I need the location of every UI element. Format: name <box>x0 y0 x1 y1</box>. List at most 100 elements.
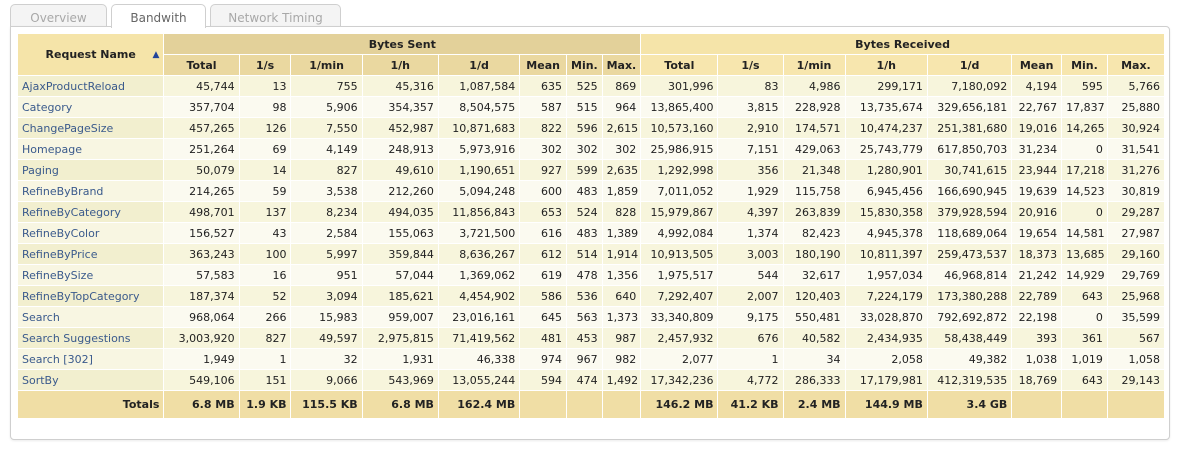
request-name-header[interactable]: Request Name ▲ <box>16 33 165 76</box>
received-total-cell: 3.4 GB <box>926 390 1013 419</box>
sent-col-header[interactable]: Mean <box>519 54 567 76</box>
sent-total-cell: 6.8 MB <box>361 390 439 419</box>
received-cell: 4,986 <box>782 75 846 97</box>
received-cell: 29,769 <box>1106 264 1166 286</box>
sent-cell: 498,701 <box>163 201 240 223</box>
sent-cell: 212,260 <box>361 180 439 202</box>
sent-col-header[interactable]: 1/h <box>361 54 439 76</box>
received-cell: 30,819 <box>1106 180 1166 202</box>
request-name-link[interactable]: RefineByPrice <box>16 243 165 265</box>
table-row: Search 968,064 266 15,983 959,007 23,016,161 6… <box>16 306 1166 328</box>
received-cell: 9,175 <box>717 306 784 328</box>
sent-col-header[interactable]: Total <box>163 54 240 76</box>
sent-col-header[interactable]: 1/min <box>290 54 363 76</box>
request-name-link[interactable]: RefineByCategory <box>16 201 165 223</box>
received-cell: 10,811,397 <box>844 243 928 265</box>
request-name-link[interactable]: RefineByColor <box>16 222 165 244</box>
sent-col-header[interactable]: Min. <box>566 54 603 76</box>
request-name-link[interactable]: Search <box>16 306 165 328</box>
sent-cell: 59 <box>238 180 292 202</box>
request-name-link[interactable]: RefineByBrand <box>16 180 165 202</box>
received-col-header[interactable]: 1/s <box>717 54 784 76</box>
table-row: ChangePageSize 457,265 126 7,550 452,987 10,8… <box>16 117 1166 139</box>
sent-cell: 987 <box>601 327 642 349</box>
sent-cell: 478 <box>566 264 603 286</box>
received-cell: 19,016 <box>1011 117 1063 139</box>
received-cell: 5,766 <box>1106 75 1166 97</box>
request-name-link[interactable]: Search [302] <box>16 348 165 370</box>
sent-cell: 3,721,500 <box>437 222 521 244</box>
received-col-header[interactable]: Max. <box>1106 54 1166 76</box>
sent-total-cell <box>601 390 642 419</box>
received-cell: 32,617 <box>782 264 846 286</box>
sent-cell: 2,975,815 <box>361 327 439 349</box>
sent-cell: 359,844 <box>361 243 439 265</box>
received-col-header[interactable]: 1/h <box>844 54 928 76</box>
sent-cell: 453 <box>566 327 603 349</box>
sent-cell: 8,234 <box>290 201 363 223</box>
sent-cell: 43 <box>238 222 292 244</box>
received-cell: 4,945,378 <box>844 222 928 244</box>
received-cell: 21,242 <box>1011 264 1063 286</box>
received-cell: 1,292,998 <box>640 159 719 181</box>
received-cell: 7,292,407 <box>640 285 719 307</box>
sent-cell: 3,538 <box>290 180 363 202</box>
received-cell: 4,397 <box>717 201 784 223</box>
sent-cell: 46,338 <box>437 348 521 370</box>
received-cell: 0 <box>1061 306 1108 328</box>
sent-cell: 2,635 <box>601 159 642 181</box>
received-col-header[interactable]: Total <box>640 54 719 76</box>
received-total-cell <box>1011 390 1063 419</box>
tab-network-timing[interactable]: Network Timing <box>210 4 341 26</box>
received-col-header[interactable]: Min. <box>1061 54 1108 76</box>
received-cell: 1,058 <box>1106 348 1166 370</box>
received-cell: 23,944 <box>1011 159 1063 181</box>
received-cell: 13,735,674 <box>844 96 928 118</box>
received-cell: 361 <box>1061 327 1108 349</box>
table-row: AjaxProductReload 45,744 13 755 45,316 1,087,… <box>16 75 1166 97</box>
received-col-header[interactable]: 1/d <box>926 54 1013 76</box>
request-name-link[interactable]: Paging <box>16 159 165 181</box>
request-name-link[interactable]: Homepage <box>16 138 165 160</box>
sort-ascending-icon[interactable]: ▲ <box>152 50 160 60</box>
received-cell: 1,280,901 <box>844 159 928 181</box>
received-cell: 118,689,064 <box>926 222 1013 244</box>
received-col-header[interactable]: Mean <box>1011 54 1063 76</box>
sent-col-header[interactable]: 1/d <box>437 54 521 76</box>
received-cell: 25,880 <box>1106 96 1166 118</box>
request-name-link[interactable]: SortBy <box>16 369 165 391</box>
received-cell: 2,910 <box>717 117 784 139</box>
sent-cell: 8,636,267 <box>437 243 521 265</box>
received-cell: 166,690,945 <box>926 180 1013 202</box>
sent-col-header[interactable]: Max. <box>601 54 642 76</box>
request-name-link[interactable]: AjaxProductReload <box>16 75 165 97</box>
request-name-link[interactable]: ChangePageSize <box>16 117 165 139</box>
sent-cell: 1,949 <box>163 348 240 370</box>
tab-overview[interactable]: Overview <box>10 4 107 26</box>
sent-col-header[interactable]: 1/s <box>238 54 292 76</box>
received-cell: 2,434,935 <box>844 327 928 349</box>
request-name-link[interactable]: RefineBySize <box>16 264 165 286</box>
table-row: Homepage 251,264 69 4,149 248,913 5,973,916 30… <box>16 138 1166 160</box>
sent-cell: 69 <box>238 138 292 160</box>
request-name-header-label: Request Name <box>45 48 136 61</box>
sent-cell: 266 <box>238 306 292 328</box>
request-name-link[interactable]: Category <box>16 96 165 118</box>
received-cell: 259,473,537 <box>926 243 1013 265</box>
sent-cell: 3,094 <box>290 285 363 307</box>
request-name-link[interactable]: Search Suggestions <box>16 327 165 349</box>
received-cell: 544 <box>717 264 784 286</box>
received-cell: 1,957,034 <box>844 264 928 286</box>
received-cell: 29,143 <box>1106 369 1166 391</box>
received-col-header[interactable]: 1/min <box>782 54 846 76</box>
sent-cell: 15,983 <box>290 306 363 328</box>
tab-bandwith[interactable]: Bandwith <box>111 4 206 28</box>
received-cell: 412,319,535 <box>926 369 1013 391</box>
received-cell: 17,179,981 <box>844 369 928 391</box>
request-name-link[interactable]: RefineByTopCategory <box>16 285 165 307</box>
received-cell: 25,743,779 <box>844 138 928 160</box>
received-cell: 83 <box>717 75 784 97</box>
sent-cell: 635 <box>519 75 567 97</box>
sent-cell: 967 <box>566 348 603 370</box>
sent-cell: 52 <box>238 285 292 307</box>
